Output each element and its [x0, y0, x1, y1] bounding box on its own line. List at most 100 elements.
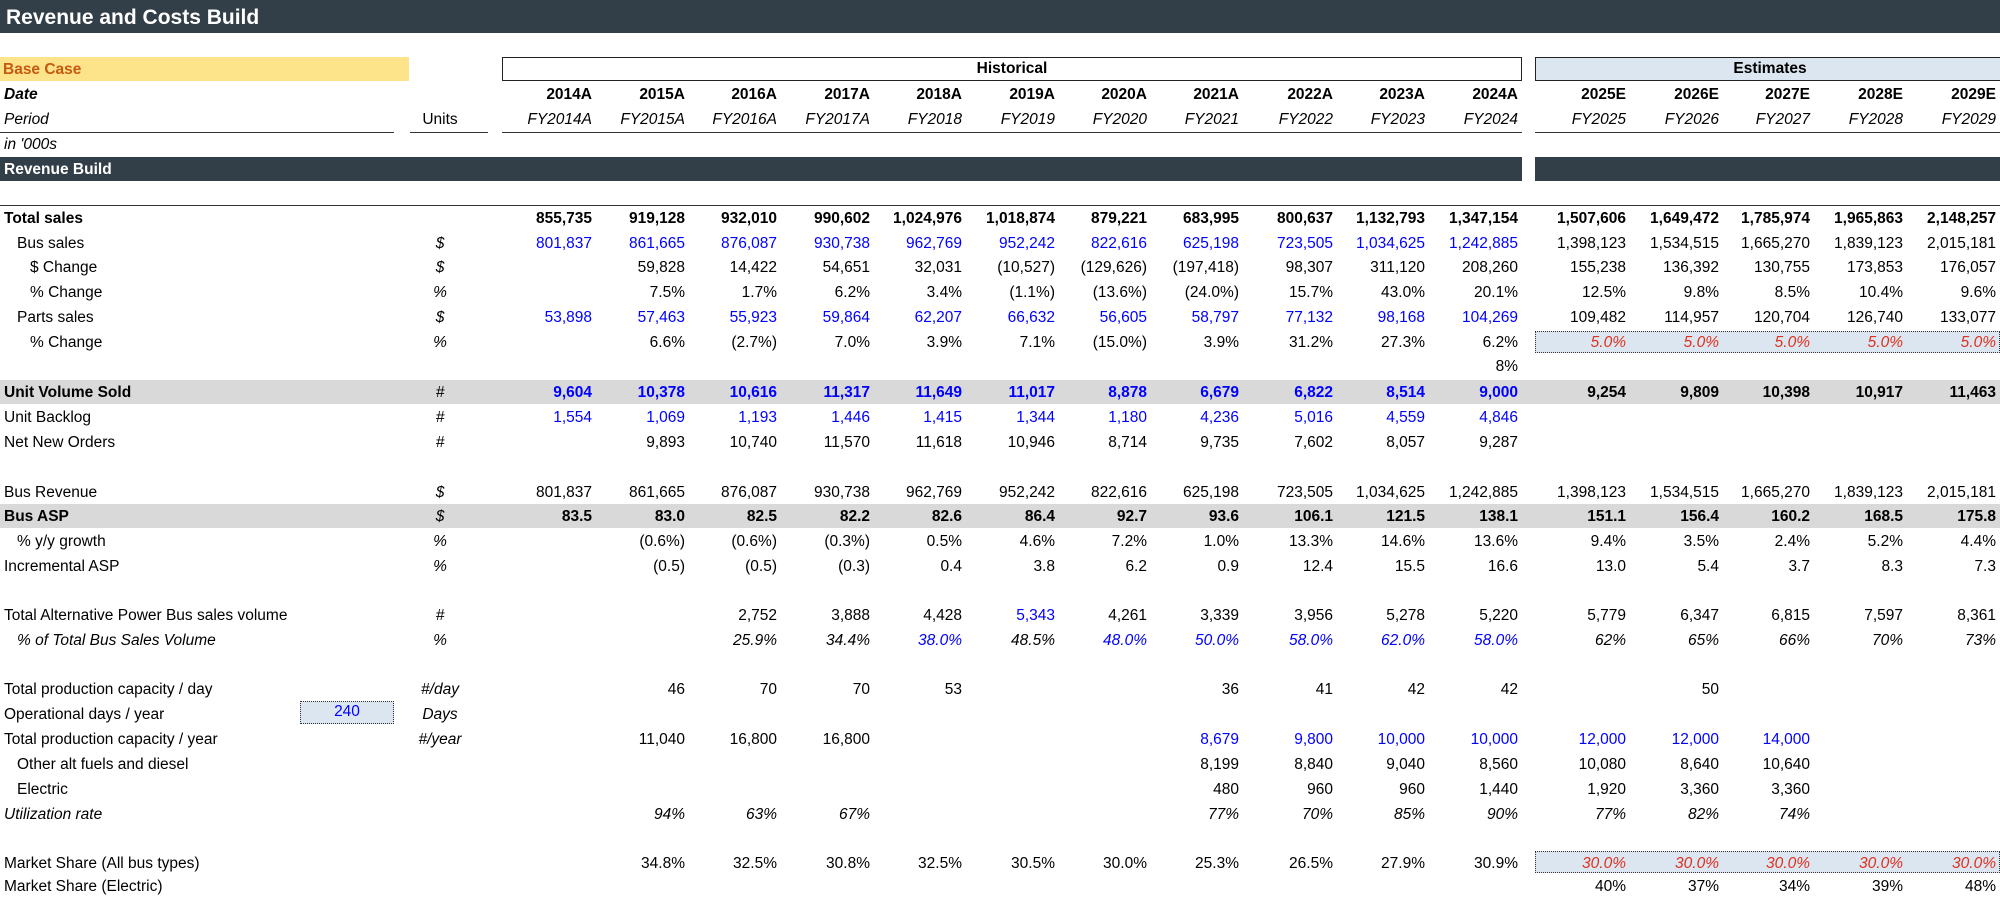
table-cell[interactable]: 6.2: [1125, 558, 1147, 575]
table-cell[interactable]: 58.0%: [1289, 632, 1333, 649]
table-cell[interactable]: 10,740: [729, 434, 777, 451]
table-cell[interactable]: 10,946: [1007, 434, 1055, 451]
table-cell[interactable]: 801,837: [535, 235, 592, 252]
table-cell[interactable]: 960: [1307, 781, 1333, 798]
table-cell[interactable]: 9,893: [646, 434, 685, 451]
table-cell[interactable]: 7.0%: [834, 334, 870, 351]
table-cell[interactable]: 1,347,154: [1449, 210, 1518, 227]
table-cell[interactable]: 58.0%: [1474, 632, 1518, 649]
table-cell[interactable]: 1,649,472: [1650, 210, 1719, 227]
table-cell[interactable]: 1.0%: [1203, 533, 1239, 550]
table-cell[interactable]: 41: [1315, 681, 1333, 698]
table-cell[interactable]: 8,057: [1386, 434, 1425, 451]
table-cell[interactable]: 822,616: [1090, 235, 1147, 252]
table-cell[interactable]: 32.5%: [918, 855, 962, 872]
table-cell[interactable]: 32.5%: [733, 855, 777, 872]
table-cell[interactable]: 30.8%: [826, 855, 870, 872]
table-cell[interactable]: 208,260: [1461, 259, 1518, 276]
table-cell[interactable]: 82.2: [839, 508, 870, 525]
table-cell[interactable]: 130,755: [1753, 259, 1810, 276]
table-cell[interactable]: 138.1: [1479, 508, 1518, 525]
table-cell[interactable]: 8,714: [1108, 434, 1147, 451]
table-cell[interactable]: 3,956: [1294, 607, 1333, 624]
table-cell[interactable]: 62.0%: [1381, 632, 1425, 649]
table-cell[interactable]: 6,815: [1771, 607, 1810, 624]
table-cell[interactable]: 13.0: [1595, 558, 1626, 575]
table-cell[interactable]: 109,482: [1569, 309, 1626, 326]
table-cell[interactable]: 48%: [1964, 878, 1996, 895]
table-cell[interactable]: 50: [1701, 681, 1719, 698]
table-cell[interactable]: 801,837: [535, 484, 592, 501]
table-cell[interactable]: 1,534,515: [1650, 484, 1719, 501]
table-cell[interactable]: 800,637: [1276, 210, 1333, 227]
table-cell[interactable]: 74%: [1778, 806, 1810, 823]
table-cell[interactable]: 4,428: [923, 607, 962, 624]
table-cell[interactable]: 77%: [1594, 806, 1626, 823]
table-cell[interactable]: 1,415: [923, 409, 962, 426]
table-cell[interactable]: 5,343: [1016, 607, 1055, 624]
table-cell[interactable]: 4.6%: [1019, 533, 1055, 550]
table-cell[interactable]: 9.6%: [1960, 284, 1996, 301]
table-cell[interactable]: 9.4%: [1590, 533, 1626, 550]
table-cell[interactable]: 93.6: [1208, 508, 1239, 525]
table-cell[interactable]: 160.2: [1771, 508, 1810, 525]
table-cell[interactable]: 625,198: [1182, 484, 1239, 501]
table-cell[interactable]: 11,463: [1949, 384, 1996, 401]
table-cell[interactable]: 930,738: [813, 235, 870, 252]
table-cell[interactable]: 683,995: [1182, 210, 1239, 227]
table-cell[interactable]: 0.5%: [926, 533, 962, 550]
table-cell[interactable]: 3,360: [1680, 781, 1719, 798]
table-cell[interactable]: 3.4%: [926, 284, 962, 301]
table-cell[interactable]: 36: [1221, 681, 1239, 698]
table-cell[interactable]: 83.5: [561, 508, 592, 525]
table-cell[interactable]: 3.8: [1033, 558, 1055, 575]
table-cell[interactable]: 30.0%: [1766, 855, 1810, 872]
table-cell[interactable]: 3,888: [831, 607, 870, 624]
table-cell[interactable]: 1,785,974: [1741, 210, 1810, 227]
table-cell[interactable]: 10.4%: [1859, 284, 1903, 301]
table-cell[interactable]: 1,242,885: [1449, 235, 1518, 252]
table-cell[interactable]: 8,840: [1294, 756, 1333, 773]
table-cell[interactable]: 1,665,270: [1741, 484, 1810, 501]
table-cell[interactable]: 952,242: [998, 484, 1055, 501]
table-cell[interactable]: 952,242: [998, 235, 1055, 252]
table-cell[interactable]: 625,198: [1182, 235, 1239, 252]
table-cell[interactable]: 90%: [1486, 806, 1518, 823]
table-cell[interactable]: 855,735: [535, 210, 592, 227]
table-cell[interactable]: 34.8%: [641, 855, 685, 872]
table-cell[interactable]: (24.0%): [1184, 284, 1239, 301]
table-cell[interactable]: 5.4: [1697, 558, 1719, 575]
table-cell[interactable]: 10,378: [637, 384, 685, 401]
table-cell[interactable]: 62,207: [914, 309, 962, 326]
table-cell[interactable]: 59,864: [822, 309, 870, 326]
table-cell[interactable]: 1,024,976: [893, 210, 962, 227]
table-cell[interactable]: 2.4%: [1774, 533, 1810, 550]
table-cell[interactable]: 156.4: [1680, 508, 1719, 525]
table-cell[interactable]: 9.8%: [1683, 284, 1719, 301]
table-cell[interactable]: 1,446: [831, 409, 870, 426]
table-cell[interactable]: 876,087: [720, 235, 777, 252]
table-cell[interactable]: 1,534,515: [1650, 235, 1719, 252]
table-cell[interactable]: 5.0%: [1590, 334, 1626, 351]
table-cell[interactable]: 7.5%: [649, 284, 685, 301]
table-cell[interactable]: 8,878: [1108, 384, 1147, 401]
table-cell[interactable]: 15.5: [1394, 558, 1425, 575]
table-cell[interactable]: 48.5%: [1011, 632, 1055, 649]
table-cell[interactable]: 155,238: [1569, 259, 1626, 276]
table-cell[interactable]: 27.9%: [1381, 855, 1425, 872]
table-cell[interactable]: 1,839,123: [1834, 235, 1903, 252]
table-cell[interactable]: 4,559: [1386, 409, 1425, 426]
table-cell[interactable]: 11,618: [915, 434, 962, 451]
table-cell[interactable]: 77,132: [1285, 309, 1333, 326]
table-cell[interactable]: 8,361: [1957, 607, 1996, 624]
table-cell[interactable]: 120,704: [1753, 309, 1810, 326]
table-cell[interactable]: (0.5): [745, 558, 777, 575]
table-cell[interactable]: 5.0%: [1774, 334, 1810, 351]
table-cell[interactable]: 55,923: [729, 309, 777, 326]
table-cell[interactable]: 3.5%: [1683, 533, 1719, 550]
table-cell[interactable]: 70%: [1871, 632, 1903, 649]
table-cell[interactable]: 30.0%: [1952, 855, 1996, 872]
table-cell[interactable]: (0.3%): [824, 533, 870, 550]
table-cell[interactable]: 1,180: [1108, 409, 1147, 426]
table-cell[interactable]: 12.4: [1302, 558, 1333, 575]
